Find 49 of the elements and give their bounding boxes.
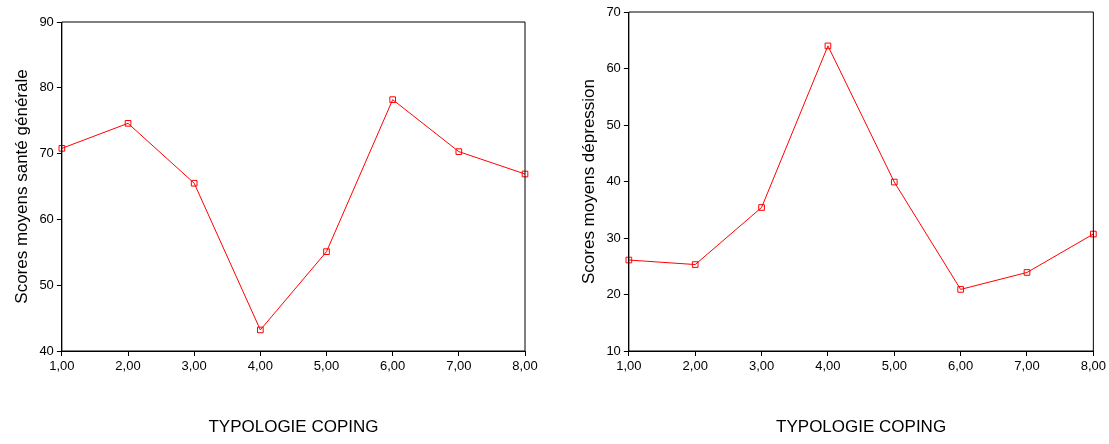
point: [124, 120, 132, 127]
y-tick-label: 40: [39, 342, 54, 358]
y-tick-label: 70: [606, 3, 621, 19]
point: [190, 179, 198, 187]
x-axis-title: TYPOLOGIE COPING: [208, 417, 379, 437]
x-tick-label: 8,00: [512, 358, 538, 374]
y-tick-label: 30: [606, 229, 621, 245]
point: [890, 178, 898, 186]
x-tick-label: 3,00: [748, 358, 775, 374]
x-tick-label: 6,00: [947, 358, 974, 374]
y-axis-title: Scores moyens santé générale: [11, 69, 31, 304]
point: [257, 326, 264, 334]
x-tick-label: 1,00: [49, 358, 75, 374]
x-axis-title: TYPOLOGIE COPING: [776, 417, 947, 437]
x-tick-label: 5,00: [313, 358, 340, 374]
x-tick-label: 6,00: [380, 358, 406, 374]
y-tick-label: 50: [606, 116, 621, 132]
x-tick-label: 2,00: [682, 358, 708, 374]
y-tick-label: 20: [606, 286, 621, 302]
y-tick-label: 10: [606, 342, 621, 358]
y-tick-label: 70: [39, 145, 54, 161]
point: [1090, 230, 1097, 238]
y-axis-title: Scores moyens dépression: [578, 78, 598, 285]
point: [758, 204, 765, 211]
point: [521, 170, 529, 178]
x-tick-label: 8,00: [1080, 358, 1107, 374]
x-tick-label: 4,00: [247, 358, 273, 374]
y-tick-label: 40: [606, 173, 621, 189]
x-tick-label: 7,00: [446, 358, 472, 374]
point: [957, 286, 964, 293]
y-tick-label: 80: [39, 79, 54, 95]
point: [455, 148, 463, 155]
point: [1023, 269, 1031, 276]
point: [625, 256, 633, 264]
y-tick-label: 90: [39, 13, 54, 29]
point: [58, 145, 66, 152]
x-tick-label: 4,00: [815, 358, 841, 374]
y-tick-label: 50: [39, 276, 54, 292]
x-tick-label: 5,00: [881, 358, 907, 374]
y-tick-label: 60: [606, 60, 621, 76]
x-tick-label: 1,00: [616, 358, 642, 374]
x-tick-label: 2,00: [115, 358, 141, 374]
point: [389, 96, 396, 103]
point: [323, 248, 330, 255]
x-tick-label: 7,00: [1014, 358, 1040, 374]
y-tick-label: 60: [39, 210, 54, 226]
point: [824, 42, 832, 50]
x-tick-label: 3,00: [181, 358, 207, 374]
point: [691, 261, 699, 268]
